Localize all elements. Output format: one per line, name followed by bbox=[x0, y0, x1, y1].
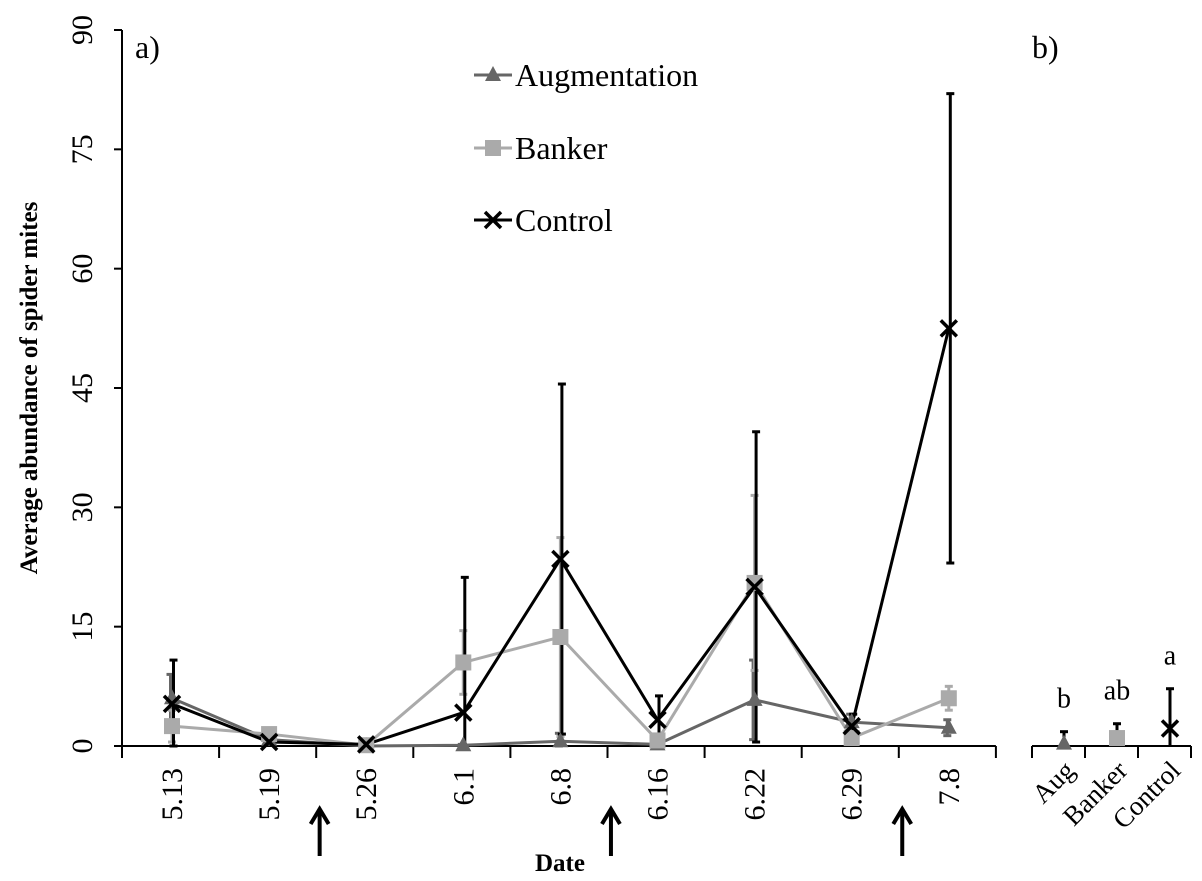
legend-label: Augmentation bbox=[515, 57, 698, 93]
x-tick-label: 6.1 bbox=[447, 768, 480, 806]
significance-letter: a bbox=[1164, 641, 1177, 672]
arrow-up-icon bbox=[891, 805, 913, 856]
data-point bbox=[1109, 730, 1125, 747]
arrow-up-icon bbox=[308, 805, 331, 856]
data-point bbox=[551, 549, 570, 569]
data-point bbox=[1160, 719, 1180, 738]
data-point bbox=[648, 710, 667, 729]
data-point bbox=[259, 732, 279, 752]
y-tick-label: 75 bbox=[66, 134, 99, 164]
data-point bbox=[940, 718, 957, 734]
x-tick-label: 5.26 bbox=[350, 768, 383, 821]
data-point bbox=[940, 690, 957, 707]
data-point bbox=[164, 718, 180, 735]
significance-letter: ab bbox=[1104, 676, 1130, 707]
panel-a-label: a) bbox=[135, 29, 160, 65]
x-tick-label: 6.29 bbox=[836, 768, 869, 821]
data-point bbox=[1056, 734, 1072, 750]
data-point bbox=[649, 732, 666, 749]
legend-marker bbox=[483, 210, 503, 230]
arrow-head bbox=[891, 805, 913, 826]
data-point bbox=[455, 654, 472, 671]
data-point bbox=[454, 703, 473, 722]
x-tick-label: 6.22 bbox=[739, 768, 772, 821]
x-tick-label: 6.8 bbox=[544, 768, 577, 806]
y-tick-label: 30 bbox=[66, 492, 99, 522]
y-tick-label: 0 bbox=[66, 739, 99, 754]
data-point bbox=[746, 690, 763, 706]
data-point bbox=[746, 574, 763, 591]
x-tick-label: 5.13 bbox=[156, 768, 189, 821]
data-point bbox=[745, 577, 764, 597]
x-tick-label: 5.19 bbox=[253, 768, 286, 821]
data-point bbox=[939, 319, 959, 338]
x-axis-title: Date bbox=[535, 850, 585, 877]
arrow-up-icon bbox=[600, 805, 622, 856]
panel-b-label: b) bbox=[1032, 29, 1059, 65]
y-tick-label: 15 bbox=[66, 612, 99, 642]
x-tick-label: 6.16 bbox=[642, 768, 675, 821]
data-point bbox=[552, 732, 569, 748]
y-tick-label: 60 bbox=[66, 254, 99, 284]
x-tick-label: 7.8 bbox=[933, 768, 966, 806]
data-point bbox=[162, 694, 182, 714]
legend-label: Control bbox=[515, 202, 613, 238]
data-point bbox=[842, 716, 861, 736]
y-tick-label: 45 bbox=[66, 373, 99, 403]
data-point bbox=[552, 629, 569, 646]
y-tick-label: 90 bbox=[66, 15, 99, 45]
data-point bbox=[843, 730, 860, 747]
y-axis-title: Average abundance of spider mites bbox=[16, 201, 43, 574]
arrow-head bbox=[600, 805, 622, 826]
data-point bbox=[356, 735, 376, 754]
significance-letter: b bbox=[1057, 684, 1071, 715]
legend-marker bbox=[485, 66, 501, 81]
legend-marker bbox=[485, 140, 501, 156]
legend-label: Banker bbox=[515, 130, 608, 166]
arrow-head bbox=[308, 805, 331, 826]
data-point bbox=[455, 736, 472, 752]
